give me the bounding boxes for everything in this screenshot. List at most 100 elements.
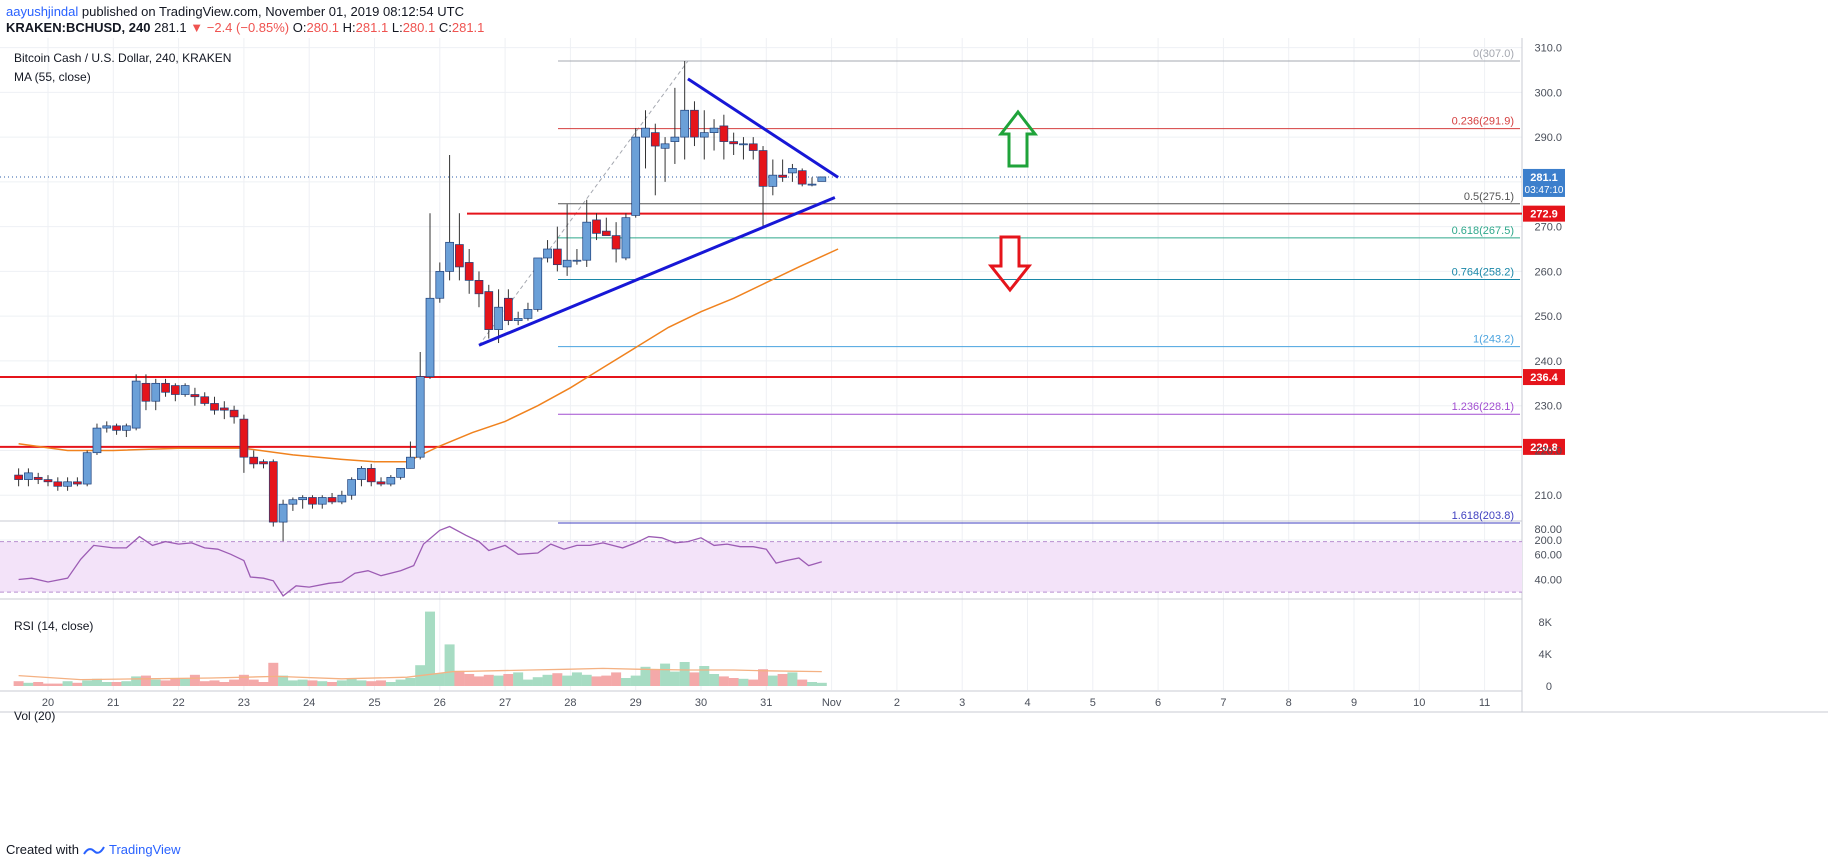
trendlines[interactable]: [478, 77, 839, 347]
candle-body-up: [406, 456, 415, 469]
volume-bar: [738, 678, 749, 686]
volume-bar: [699, 666, 710, 686]
volume-bar: [591, 676, 602, 686]
volume-bar: [464, 674, 475, 686]
c-value: 281.1: [451, 20, 485, 35]
candle: [552, 226, 562, 272]
volume-bar: [248, 679, 259, 686]
countdown-text: 03:47:10: [1525, 185, 1564, 196]
candle: [229, 405, 239, 424]
rsi-pane: [0, 525, 1522, 597]
candle-body-up: [347, 479, 356, 496]
volume-bar: [82, 680, 93, 686]
candle: [660, 137, 670, 182]
volume-bar: [758, 669, 769, 686]
time-tick: 26: [434, 697, 446, 709]
volume-bar: [131, 676, 142, 686]
fib-retracement[interactable]: 0(307.0) 0.236(291.9) 0.5(275.1) 0.618(267.…: [478, 48, 1520, 524]
candle: [631, 128, 641, 218]
volume-bar: [483, 674, 494, 686]
volume-bar: [13, 681, 24, 686]
price-change: ▼ −2.4 (−0.85%): [190, 20, 290, 35]
volume-bar: [336, 680, 347, 686]
candle: [24, 468, 33, 487]
l-label: L:: [391, 20, 403, 35]
level-badge-220.8: [1523, 438, 1565, 455]
candle: [406, 441, 415, 469]
volume-bar: [356, 680, 367, 686]
time-tick: 21: [107, 697, 119, 709]
candle-body-up: [131, 380, 141, 429]
candle-body-down: [200, 396, 210, 404]
candle-body-up: [494, 306, 503, 330]
fib-label-1.618: 1.618(203.8): [1452, 510, 1514, 522]
candle: [308, 495, 317, 509]
volume-tick: 0: [1546, 681, 1552, 693]
level-badge-272.9: [1523, 205, 1565, 222]
candle: [464, 249, 474, 294]
candle-body-up: [24, 472, 33, 480]
candle: [376, 477, 386, 487]
fib-label-1: 1(243.2): [1473, 334, 1514, 346]
volume-bar: [258, 682, 269, 686]
candle-body-down: [778, 174, 787, 178]
volume-bar: [513, 672, 524, 686]
candle-body-up: [807, 183, 817, 186]
volume-bar: [787, 672, 798, 686]
volume-bar: [23, 682, 34, 686]
candle-body-down: [601, 230, 611, 236]
volume-bar: [552, 673, 563, 686]
volume-bar: [219, 682, 230, 686]
candle: [797, 168, 807, 187]
author-link[interactable]: aayushjindal: [6, 4, 79, 19]
ma-55-line: [18, 248, 839, 463]
candle: [317, 495, 327, 509]
support-resistance-lines[interactable]: 272.9 236.4 220.8: [0, 205, 1565, 455]
direction-arrows: [987, 109, 1039, 293]
volume-bar: [571, 672, 582, 686]
candle: [327, 492, 337, 505]
price-tick: 240.0: [1534, 356, 1562, 368]
volume-bar: [620, 678, 631, 686]
candle: [112, 423, 121, 435]
volume-bar: [562, 675, 573, 686]
candle: [33, 472, 43, 485]
candle-body-up: [180, 385, 190, 395]
volume-ma-line: [18, 667, 822, 681]
candle-body-up: [621, 217, 631, 259]
candle: [210, 396, 219, 415]
candle-body-up: [572, 259, 582, 262]
level-badge-text: 272.9: [1530, 209, 1558, 221]
candle: [357, 466, 366, 487]
candle-body-up: [523, 309, 533, 319]
candle: [82, 450, 92, 487]
candle: [768, 159, 778, 196]
candle: [523, 302, 533, 321]
chart-header: aayushjindal published on TradingView.co…: [6, 4, 484, 36]
candle: [180, 383, 190, 397]
candle-body-up: [543, 248, 552, 259]
time-tick: 4: [1024, 697, 1030, 709]
volume-bar: [346, 678, 357, 686]
ascending-trendline: [478, 196, 836, 347]
candle: [161, 378, 170, 397]
candle-body-down: [219, 407, 229, 411]
candle: [611, 222, 621, 263]
candle: [474, 271, 484, 308]
candle-body-down: [376, 481, 386, 485]
candle: [53, 477, 63, 491]
time-tick: 30: [695, 697, 707, 709]
candle-body-down: [73, 481, 82, 485]
rsi-tick: 80.00: [1534, 524, 1562, 536]
candle: [445, 155, 454, 281]
tradingview-link[interactable]: TradingView: [108, 842, 181, 857]
rsi-tick: 40.00: [1534, 575, 1562, 587]
volume-bar: [660, 663, 671, 686]
level-badge-236.4: [1523, 369, 1565, 386]
fib-label-0.764: 0.764(258.2): [1452, 266, 1514, 278]
volume-bar: [503, 674, 514, 686]
candle: [415, 351, 425, 460]
candle-body-up: [298, 497, 308, 501]
candle-body-down: [161, 382, 170, 393]
rsi-line: [18, 525, 822, 597]
